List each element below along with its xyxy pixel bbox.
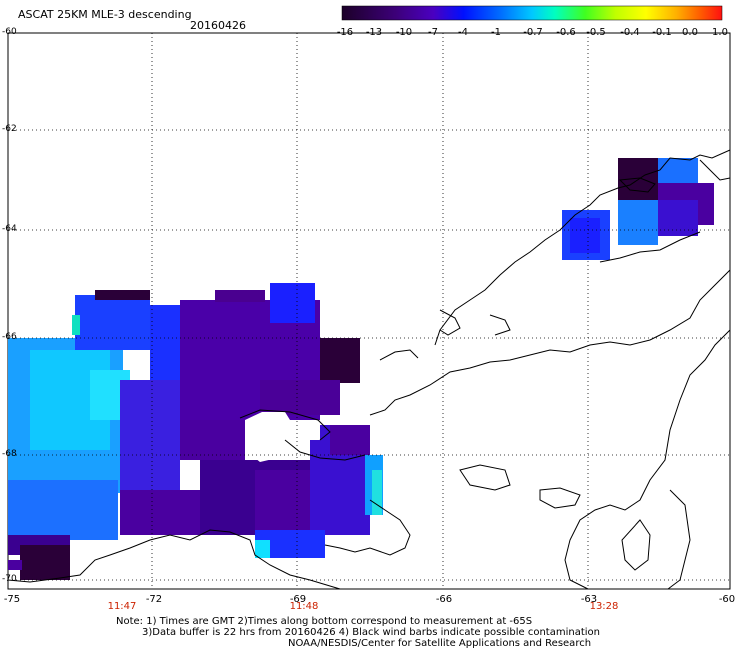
- lat-label-70: -70: [2, 574, 17, 584]
- cbar-label-0: -16: [336, 27, 354, 38]
- note-line-2: 3)Data buffer is 22 hrs from 20160426 4)…: [142, 627, 600, 638]
- cbar-label-4: -4: [458, 27, 468, 38]
- lon-label-69: -69: [289, 594, 307, 605]
- graticule: [8, 33, 730, 589]
- cbar-label-1: -13: [365, 27, 383, 38]
- lon-label-60: -60: [718, 594, 736, 605]
- cbar-label-6: -0.7: [523, 27, 543, 38]
- wind-data-grid: [8, 158, 714, 580]
- time-label-3: 13:28: [589, 601, 619, 612]
- note-line-1: Note: 1) Times are GMT 2)Times along bot…: [116, 616, 533, 627]
- cbar-label-7: -0.6: [556, 27, 576, 38]
- lat-label-68: -68: [2, 449, 17, 459]
- cbar-label-3: -7: [428, 27, 438, 38]
- cbar-label-10: -0.1: [652, 27, 672, 38]
- cbar-label-2: -10: [395, 27, 413, 38]
- cbar-label-12: 1.0: [712, 27, 728, 38]
- lat-label-64: -64: [2, 224, 17, 234]
- lat-label-60: -60: [2, 27, 17, 37]
- colorbar: [341, 5, 723, 21]
- cbar-label-5: -1: [491, 27, 501, 38]
- lat-label-62: -62: [2, 124, 17, 134]
- map-frame: [7, 32, 731, 590]
- cbar-label-11: 0.0: [682, 27, 698, 38]
- map-date: 20160426: [190, 19, 246, 32]
- lon-label-63: -63: [580, 594, 598, 605]
- lon-label-72: -72: [145, 594, 163, 605]
- time-label-1: 11:47: [107, 601, 137, 612]
- lat-label-66: -66: [2, 332, 17, 342]
- cbar-label-8: -0.5: [586, 27, 606, 38]
- lon-label-75: -75: [3, 594, 21, 605]
- map-title: ASCAT 25KM MLE-3 descending: [18, 8, 192, 21]
- note-line-3: NOAA/NESDIS/Center for Satellite Applica…: [288, 638, 592, 649]
- time-label-2: 11:48: [289, 601, 319, 612]
- lon-label-66: -66: [435, 594, 453, 605]
- coastline: [7, 149, 731, 590]
- cbar-label-9: -0.4: [620, 27, 640, 38]
- no-data-areas: [245, 412, 320, 462]
